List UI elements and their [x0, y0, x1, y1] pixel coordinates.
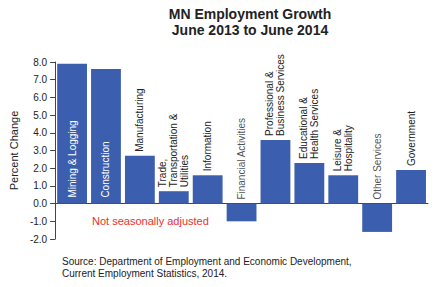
svg-text:MN Employment Growth: MN Employment Growth [169, 6, 332, 22]
svg-text:3.0: 3.0 [33, 145, 47, 156]
svg-text:Government: Government [406, 111, 417, 166]
svg-text:Manufacturing: Manufacturing [134, 88, 145, 151]
svg-text:Construction: Construction [100, 141, 111, 197]
svg-text:Not seasonally adjusted: Not seasonally adjusted [92, 215, 209, 227]
svg-text:Hospitality: Hospitality [343, 125, 354, 171]
svg-text:Utilities: Utilities [179, 155, 190, 187]
svg-text:Current Employment Statistics,: Current Employment Statistics, 2014. [62, 268, 227, 279]
svg-text:June 2013 to June 2014: June 2013 to June 2014 [172, 22, 329, 38]
svg-text:5.0: 5.0 [33, 110, 47, 121]
svg-text:Percent Change: Percent Change [8, 111, 20, 191]
svg-text:Financial Activities: Financial Activities [236, 118, 247, 200]
svg-text:Information: Information [202, 121, 213, 171]
svg-text:Educational &: Educational & [298, 94, 309, 159]
svg-text:Source: Department of Employme: Source: Department of Employment and Eco… [62, 256, 352, 267]
svg-text:6.0: 6.0 [33, 92, 47, 103]
svg-text:Mining & Logging: Mining & Logging [67, 120, 78, 197]
svg-text:-2.0: -2.0 [30, 234, 48, 245]
svg-text:4.0: 4.0 [33, 127, 47, 138]
svg-text:Health Services: Health Services [309, 89, 320, 159]
svg-text:-1.0: -1.0 [30, 216, 48, 227]
svg-text:8.0: 8.0 [33, 57, 47, 68]
svg-text:Business Services: Business Services [275, 54, 286, 136]
svg-text:Leisure &: Leisure & [332, 126, 343, 171]
svg-text:1.0: 1.0 [33, 180, 47, 191]
svg-text:Trade,: Trade, [157, 156, 168, 187]
svg-text:Other Services: Other Services [372, 133, 383, 199]
svg-text:Professional &: Professional & [264, 69, 275, 136]
svg-text:7.0: 7.0 [33, 74, 47, 85]
svg-text:2.0: 2.0 [33, 163, 47, 174]
svg-text:Transportation &: Transportation & [168, 111, 179, 187]
svg-text:0.0: 0.0 [33, 198, 47, 209]
